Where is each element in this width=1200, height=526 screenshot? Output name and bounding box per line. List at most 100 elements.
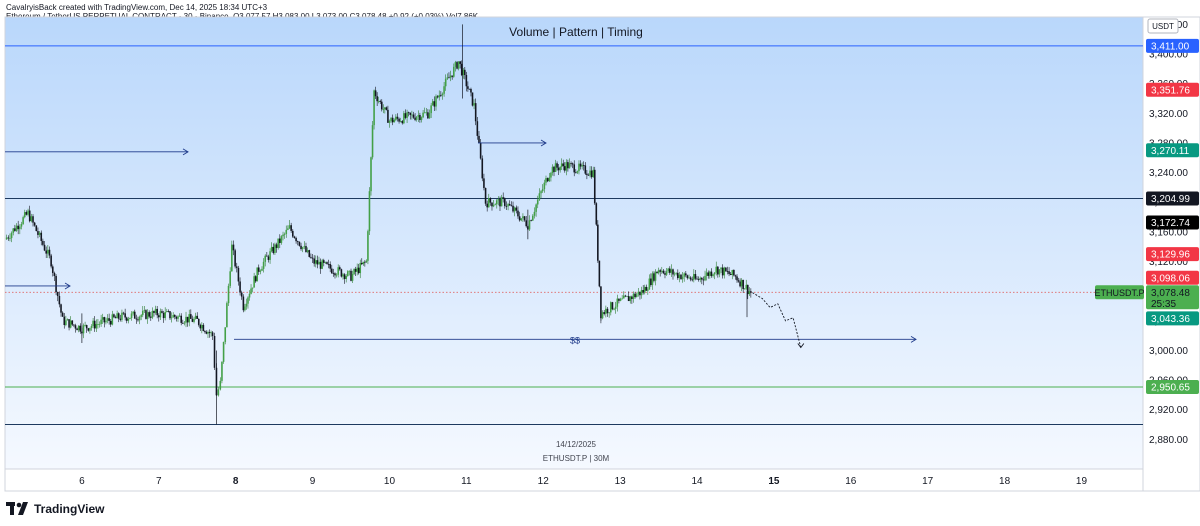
last-price-badge[interactable] — [1146, 285, 1199, 310]
candle-body — [87, 328, 90, 331]
candle-body — [578, 163, 580, 172]
candle-body — [427, 112, 429, 119]
candle-body — [611, 302, 614, 310]
candle-body — [327, 263, 330, 265]
plot-background[interactable] — [5, 17, 1143, 469]
candle-body — [559, 166, 561, 171]
candle-body — [499, 199, 501, 207]
price-badge[interactable] — [1146, 380, 1199, 395]
candle-body — [266, 255, 268, 257]
candle-body — [251, 287, 254, 289]
candle-body — [125, 317, 128, 321]
candle-body — [340, 269, 343, 277]
candle-body — [651, 273, 654, 286]
candle-body — [718, 269, 721, 275]
candle-body — [50, 255, 52, 267]
candle-body — [296, 241, 299, 242]
candle-body — [66, 319, 69, 321]
candle-body — [486, 203, 488, 208]
candle-body — [590, 170, 593, 178]
price-badge[interactable] — [1146, 38, 1199, 53]
candle-body — [74, 325, 77, 329]
candle-body — [660, 270, 663, 272]
candles-group — [5, 24, 752, 425]
candle-body — [503, 198, 506, 206]
price-badge-text: 3,270.11 — [1151, 146, 1190, 157]
price-badge[interactable] — [1146, 143, 1199, 158]
candle-body — [20, 223, 23, 227]
candle-body — [121, 312, 123, 320]
candle-body — [667, 268, 669, 272]
candle-body — [207, 332, 209, 334]
candle-body — [342, 274, 344, 277]
price-badge[interactable] — [1146, 215, 1199, 230]
x-tick-label: 16 — [845, 476, 857, 487]
candle-body — [77, 325, 80, 331]
candle-body — [79, 325, 82, 332]
tradingview-logo[interactable]: TradingView — [6, 500, 104, 518]
y-tick-label: 3,160.00 — [1149, 227, 1188, 238]
candle-body — [385, 107, 388, 110]
liquidity-annotation: $$ — [570, 335, 580, 345]
candle-body — [380, 101, 383, 110]
candle-body — [670, 269, 673, 273]
candle-body — [532, 215, 534, 221]
candle-body — [350, 270, 352, 281]
candle-body — [227, 285, 230, 304]
candle-body — [459, 61, 461, 64]
candle-body — [643, 286, 646, 293]
candle-body — [707, 272, 710, 276]
candle-body — [127, 318, 130, 321]
candle-body — [140, 315, 142, 317]
projection-path[interactable] — [752, 292, 802, 348]
candle-body — [353, 269, 355, 275]
candle-body — [748, 291, 751, 295]
price-badge-text: 3,098.06 — [1151, 273, 1190, 284]
candle-body — [568, 163, 571, 169]
candle-body — [291, 230, 294, 237]
symbol-tag[interactable] — [1095, 285, 1144, 300]
candle-body — [201, 324, 203, 329]
candle-body — [621, 298, 623, 300]
currency-box[interactable] — [1147, 18, 1179, 34]
x-tick-label: 13 — [615, 476, 627, 487]
candle-body — [460, 63, 463, 76]
candle-body — [204, 330, 206, 332]
price-badge[interactable] — [1146, 311, 1199, 326]
candle-body — [449, 75, 452, 78]
candle-body — [391, 117, 394, 123]
candle-body — [282, 234, 284, 237]
candle-body — [348, 270, 351, 272]
candle-body — [332, 273, 335, 274]
candle-body — [648, 278, 651, 290]
candle-body — [419, 115, 421, 120]
price-badge[interactable] — [1146, 247, 1199, 262]
candle-body — [53, 272, 56, 277]
candle-body — [462, 69, 465, 76]
candle-body — [533, 211, 536, 216]
y-tick-label: 3,000.00 — [1149, 346, 1188, 357]
candle-body — [553, 166, 555, 172]
last-price-value: 3,078.48 — [1151, 288, 1190, 299]
price-badge-text: 3,351.76 — [1151, 85, 1190, 96]
candle-body — [359, 262, 362, 274]
candle-body — [244, 306, 246, 311]
candle-body — [178, 315, 181, 317]
candle-body — [76, 328, 78, 331]
price-badge[interactable] — [1146, 270, 1199, 285]
candle-body — [745, 284, 748, 289]
candle-body — [665, 271, 668, 275]
candle-body — [149, 316, 152, 318]
candle-body — [605, 308, 607, 314]
candle-body — [464, 69, 466, 76]
candle-body — [278, 238, 281, 243]
candle-body — [10, 232, 13, 239]
candle-body — [384, 107, 386, 110]
candle-body — [619, 298, 622, 301]
candle-body — [275, 244, 278, 248]
price-badge[interactable] — [1146, 191, 1199, 206]
price-badge[interactable] — [1146, 82, 1199, 97]
candle-body — [371, 125, 374, 158]
candle-body — [351, 274, 354, 281]
